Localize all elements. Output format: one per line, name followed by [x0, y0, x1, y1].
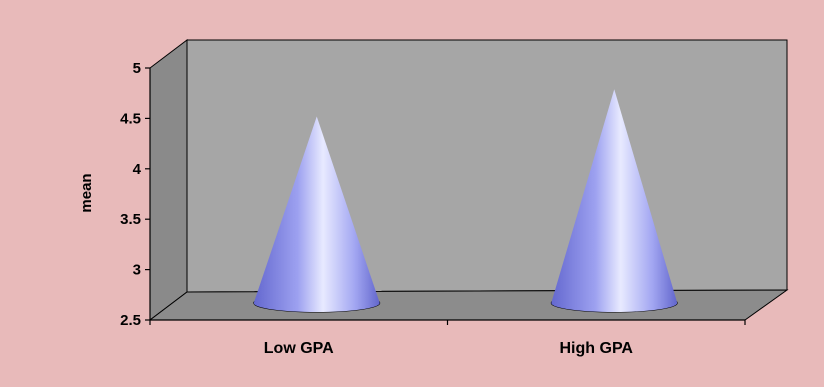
y-tick-label: 3.5: [120, 211, 141, 228]
y-tick-label: 3: [133, 262, 141, 279]
category-label: Low GPA: [264, 340, 334, 357]
y-tick-label: 4.5: [120, 110, 141, 127]
side-wall: [149, 38, 188, 322]
y-tick-label: 5: [133, 60, 141, 77]
y-tick-label: 2.5: [120, 312, 141, 329]
y-tick-label: 4: [133, 161, 142, 178]
category-label: High GPA: [560, 340, 634, 357]
cone-bar: [550, 89, 678, 313]
y-axis-title: mean: [78, 173, 95, 212]
x-axis-ticks: [149, 320, 746, 325]
cone-bar: [253, 116, 381, 313]
cone-series: [253, 89, 678, 313]
floor: [148, 289, 789, 321]
category-labels: Low GPA High GPA: [264, 340, 634, 357]
y-axis-ticks: 2.5 3 3.5 4 4.5 5: [120, 60, 150, 329]
